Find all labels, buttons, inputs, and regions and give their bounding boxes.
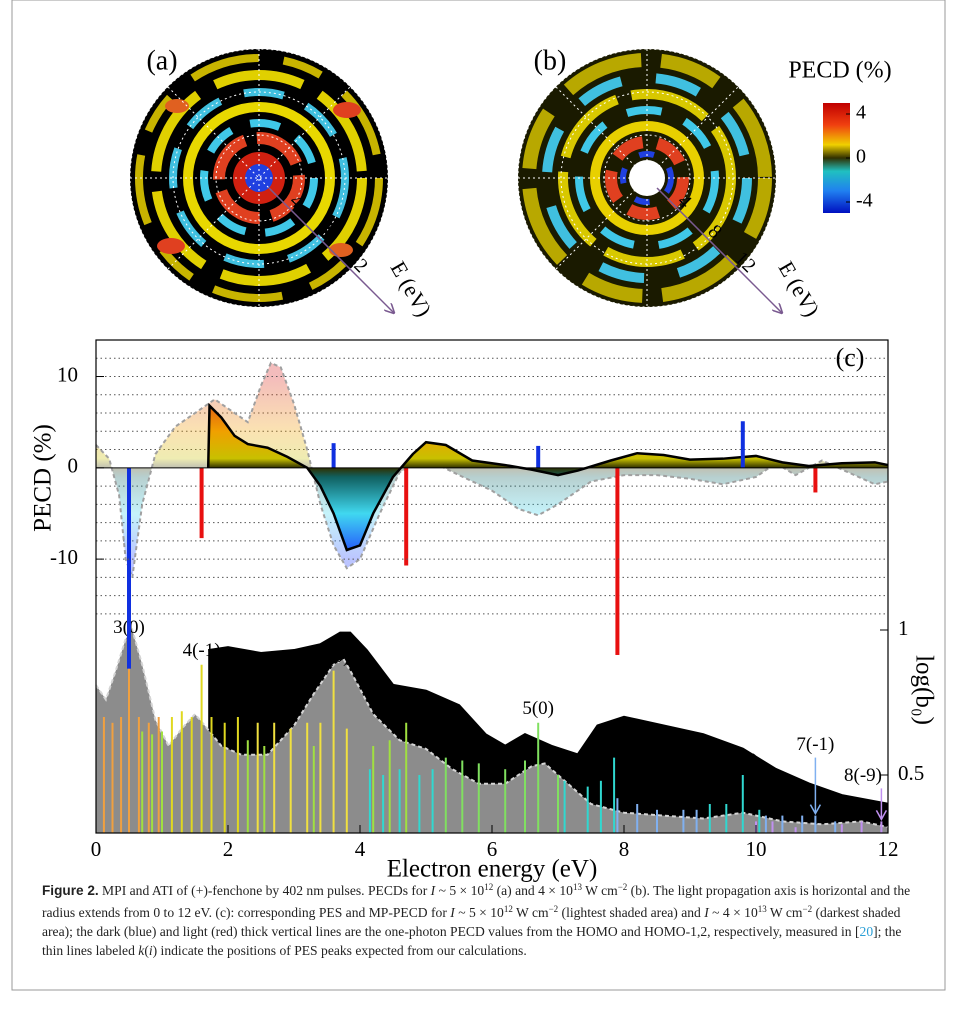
x-tick-label: 2: [223, 837, 234, 861]
colorbar: [823, 103, 850, 213]
caption-text: 12: [503, 904, 513, 914]
y2-axis-label: log(b₀): [910, 655, 937, 725]
y-axis-label: PECD (%): [30, 424, 57, 532]
caption-text: ~ 5 × 10: [435, 883, 485, 898]
bar: [331, 443, 336, 468]
caption-text: W cm: [512, 905, 549, 920]
caption-text: −2: [548, 904, 559, 914]
chart-title: (c): [836, 343, 865, 372]
caption-text: 13: [572, 882, 582, 892]
bar: [404, 467, 409, 566]
caption: Figure 2. MPI and ATI of (+)-fenchone by…: [42, 878, 922, 960]
x-axis-label: Electron energy (eV): [387, 856, 598, 883]
caption-text: I: [704, 905, 709, 920]
caption-text: W cm: [581, 883, 618, 898]
caption-text: MPI and ATI of (+)-fenchone by 402 nm pu…: [98, 883, 431, 898]
bar: [199, 467, 204, 539]
y-tick-label: 10: [57, 362, 78, 386]
x-tick-label: 4: [355, 837, 366, 861]
y2-tick-label: 1: [898, 616, 909, 640]
page-frame: [11, 0, 946, 991]
area: [96, 630, 888, 833]
line: [95, 627, 889, 829]
bar: [127, 467, 131, 669]
colorbar-tick-label: 4: [856, 102, 866, 124]
x-tick-label: 0: [91, 837, 102, 861]
caption-text: W cm: [766, 905, 803, 920]
colorbar-tick-label: -4: [856, 190, 873, 212]
x-tick-label: 12: [878, 837, 899, 861]
caption-text: ) indicate the positions of PES peaks ex…: [152, 943, 527, 958]
area: [96, 362, 888, 578]
bar: [615, 467, 620, 655]
arrow-head: [875, 810, 888, 821]
caption-text: −2: [802, 904, 813, 914]
line: [206, 402, 889, 552]
arrow-head: [809, 804, 822, 816]
x-tick-label: 10: [746, 837, 767, 861]
peak-label: 5(-1): [387, 698, 425, 719]
peak-label: 7(-1): [796, 734, 834, 755]
caption-text: ~ 5 × 10: [454, 905, 504, 920]
caption-text: (b). The light propagation axis is horiz…: [42, 883, 911, 920]
caption-text: ]; the thin lines labeled: [42, 924, 902, 958]
caption-text: I: [430, 883, 436, 898]
bar: [813, 467, 818, 493]
caption-text: ~ 4 × 10: [708, 905, 758, 920]
polar-axis-label: E (eV): [773, 257, 824, 321]
panel-label: (a): [146, 45, 177, 76]
caption-text: (lightest shaded area) and: [558, 905, 705, 920]
plot-frame: [95, 339, 889, 834]
caption-text: i: [148, 943, 153, 958]
caption-text: −2: [617, 882, 628, 892]
x-tick-label: 8: [619, 837, 630, 861]
peak-label: 4(-1): [183, 640, 221, 661]
caption-text: (: [144, 943, 149, 958]
bar: [740, 421, 745, 468]
colorbar-tick-label: 0: [856, 146, 866, 168]
colorbar-title: PECD (%): [788, 58, 891, 84]
caption-text: 13: [757, 904, 767, 914]
bar: [536, 445, 541, 468]
polar-plot-a: [129, 48, 394, 313]
caption-text: 20: [859, 924, 874, 939]
area: [208, 405, 888, 550]
caption-text: k: [138, 943, 145, 958]
caption-text: I: [450, 905, 455, 920]
caption-text: Figure 2.: [42, 883, 99, 898]
peak-label: 6(0): [727, 750, 759, 771]
caption-text: 12: [484, 882, 494, 892]
line: [95, 361, 889, 578]
polar-plot-b: [517, 48, 782, 313]
y-tick-label: -10: [50, 545, 78, 569]
peak-label: 6(-1): [595, 733, 633, 754]
caption-text: (darkest shaded area); the dark (blue) a…: [42, 905, 901, 939]
y-tick-label: 0: [68, 454, 79, 478]
peak-label: 4(0): [318, 646, 350, 667]
y2-tick-label: 0.5: [898, 761, 924, 785]
line: [208, 631, 889, 806]
caption-text: (a) and 4 × 10: [493, 883, 573, 898]
panel-label: (b): [534, 45, 567, 76]
peak-label: 8(-9): [844, 765, 882, 786]
x-tick-label: 6: [487, 837, 498, 861]
chart: 3(0)4(-1)4(0)5(-1)5(0)6(-1)6(0)7(-1)8(-9…: [30, 339, 937, 883]
polar-axis-label: E (eV): [385, 257, 436, 321]
peak-label: 5(0): [522, 698, 554, 719]
